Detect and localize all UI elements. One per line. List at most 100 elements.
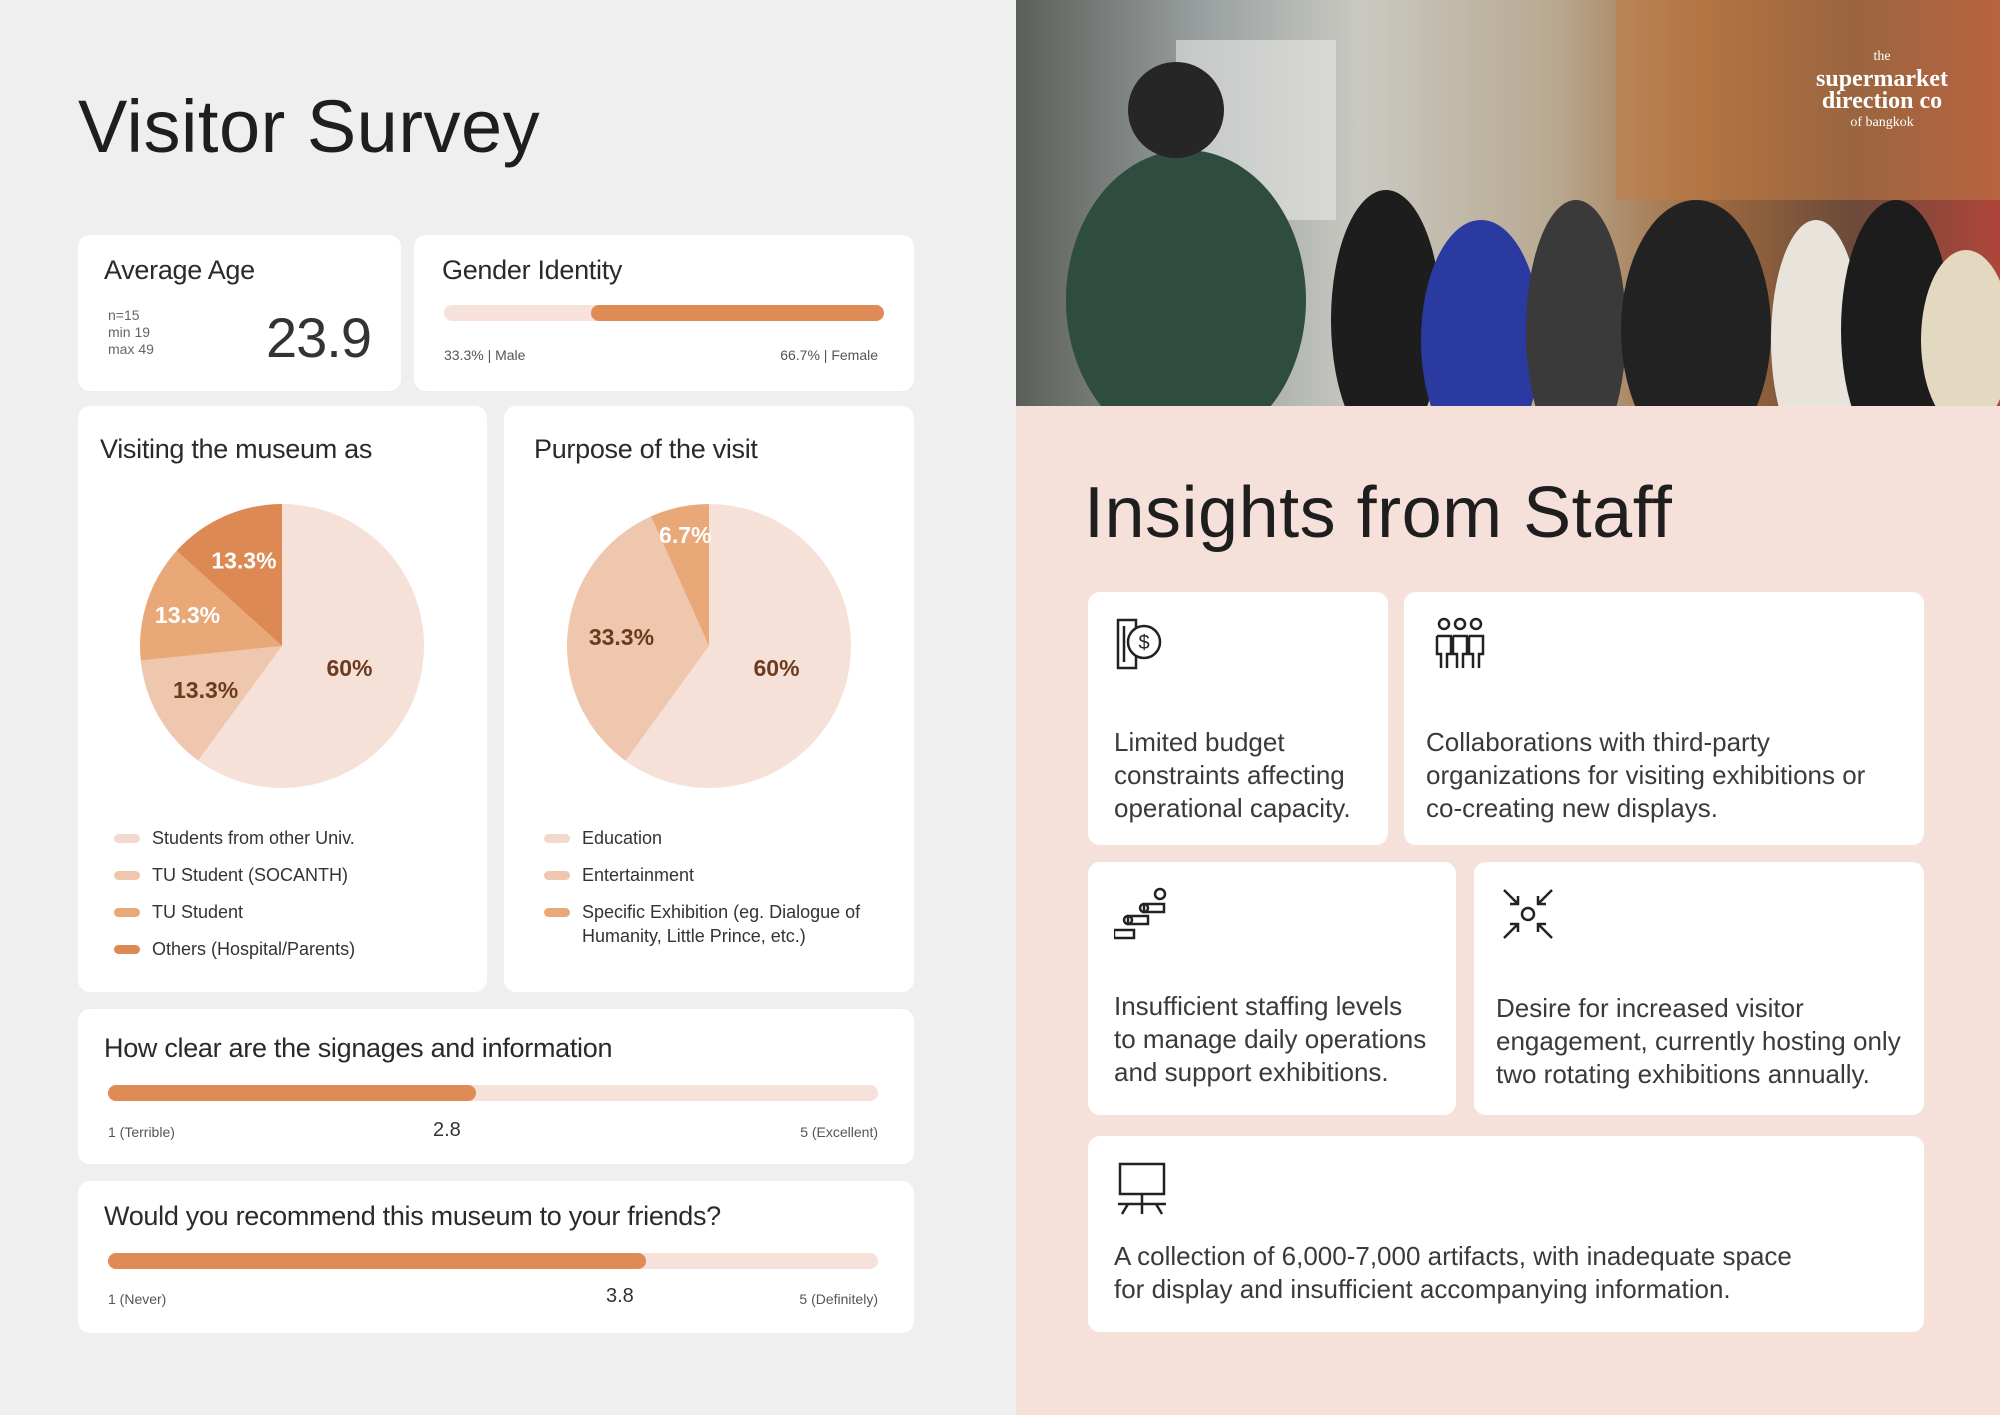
insight-line: A collection of 6,000-7,000 artifacts, w… <box>1114 1241 1792 1271</box>
watermark-line-4: of bangkok <box>1850 115 1914 130</box>
legend-swatch <box>544 871 570 880</box>
insight-card-collaborations: Collaborations with third-party organiza… <box>1404 592 1924 845</box>
visiting-as-card: Visiting the museum as 60% 13.3% 13.3% 13.3… <box>78 406 487 992</box>
photo-tote-bag <box>1921 250 2000 406</box>
photo-person-head <box>1128 62 1224 158</box>
insight-line: to manage daily operations <box>1114 1024 1427 1054</box>
legend-swatch <box>114 871 140 880</box>
watermark-line-3: direction co <box>1821 88 1943 114</box>
age-n: n=15 <box>108 307 140 323</box>
insight-line: organizations for visiting exhibitions o… <box>1426 760 1866 790</box>
photo-scene <box>1066 0 2000 406</box>
converge-arrows-icon <box>1503 889 1553 939</box>
age-min: min 19 <box>108 324 151 340</box>
legend-swatch <box>114 834 140 843</box>
watermark-line-1: the <box>1873 49 1891 64</box>
watermark-line-2: supermarket <box>1816 66 1948 92</box>
gender-female-label: 66.7% | Female <box>780 347 878 363</box>
legend-label: Specific Exhibition (eg. Dialogue of Hum… <box>582 902 861 946</box>
insight-card-staffing: Insufficient staffing levels to manage d… <box>1088 862 1456 1115</box>
insight-line: engagement, currently hosting only <box>1496 1026 1901 1056</box>
photo-person-black <box>1621 200 1771 406</box>
insight-card-collection: A collection of 6,000-7,000 artifacts, w… <box>1088 1136 1924 1332</box>
insight-card-budget: $ Limited budget constraints affecting o… <box>1088 592 1388 845</box>
gender-bar-female <box>590 305 884 321</box>
recommend-title: Would you recommend this museum to your … <box>104 1201 721 1231</box>
insight-text-collection: A collection of 6,000-7,000 artifacts, w… <box>1114 1240 1792 1306</box>
people-collaboration-icon <box>1435 617 1485 668</box>
visiting-as-pie-chart: 60% 13.3% 13.3% 13.3% <box>140 504 425 788</box>
legend-label: Education <box>582 828 663 848</box>
visiting-as-title: Visiting the museum as <box>100 434 373 464</box>
average-age-label: Average Age <box>104 255 255 285</box>
pie-slice <box>625 504 852 788</box>
legend-label: TU Student (SOCANTH) <box>152 865 349 885</box>
photo-person-white <box>1771 220 1861 406</box>
photo-watermark: the supermarket direction co of bangkok <box>1816 46 1948 134</box>
signage-max-label: 5 (Excellent) <box>800 1124 878 1140</box>
legend-swatch <box>544 834 570 843</box>
legend-item: Specific Exhibition (eg. Dialogue of Hum… <box>544 900 884 948</box>
legend-label: TU Student <box>152 902 244 922</box>
legend-item: Entertainment <box>544 863 884 887</box>
pie-slice-label: 33.3% <box>589 624 654 650</box>
pie-slice <box>140 646 282 761</box>
legend-label: Students from other Univ. <box>152 828 355 848</box>
legend-label: Others (Hospital/Parents) <box>152 939 356 959</box>
photo-person-3 <box>1526 200 1626 406</box>
signage-clarity-card: How clear are the signages and informati… <box>78 1009 914 1164</box>
gender-male-label: 33.3% | Male <box>444 347 526 363</box>
legend-item: Students from other Univ. <box>114 826 474 850</box>
pie-slice <box>567 516 709 761</box>
budget-icon: $ <box>1116 618 1162 670</box>
signage-min-label: 1 (Terrible) <box>108 1124 175 1140</box>
insight-line: Desire for increased visitor <box>1496 993 1804 1023</box>
gender-identity-label: Gender Identity <box>442 255 623 285</box>
insight-line: co-creating new displays. <box>1426 793 1718 823</box>
insight-text-collaborations: Collaborations with third-party organiza… <box>1426 726 1865 825</box>
signage-title: How clear are the signages and informati… <box>104 1033 613 1063</box>
visiting-as-legend: Students from other Univ. TU Student (SOC… <box>114 826 474 974</box>
legend-swatch <box>114 945 140 954</box>
recommend-bar-track <box>108 1253 878 1269</box>
recommend-bar-fill <box>108 1253 646 1269</box>
photo-wall-art <box>1616 0 2000 200</box>
purpose-pie-chart: 60% 33.3% 6.7% <box>567 504 852 788</box>
pie-slice <box>140 550 282 661</box>
photo-person-blue <box>1421 220 1541 406</box>
purpose-title: Purpose of the visit <box>534 434 758 464</box>
insight-line: Insufficient staffing levels <box>1114 991 1403 1021</box>
pie-slice-label: 60% <box>754 655 800 681</box>
legend-swatch <box>114 908 140 917</box>
signage-score: 2.8 <box>433 1119 461 1141</box>
insight-text-staffing: Insufficient staffing levels to manage d… <box>1114 990 1426 1089</box>
recommend-min-label: 1 (Never) <box>108 1291 167 1307</box>
pie-slice-label: 13.3% <box>155 602 220 628</box>
insight-text-engagement: Desire for increased visitor engagement,… <box>1496 992 1901 1091</box>
signage-bar-track <box>108 1085 878 1101</box>
insight-line: for display and insufficient accompanyin… <box>1114 1274 1731 1304</box>
insight-line: and support exhibitions. <box>1114 1057 1389 1087</box>
insight-line: constraints affecting <box>1114 760 1345 790</box>
page-title: Visitor Survey <box>78 85 541 168</box>
insight-line: two rotating exhibitions annually. <box>1496 1059 1870 1089</box>
photo-person-green <box>1066 150 1306 406</box>
legend-item: Others (Hospital/Parents) <box>114 937 474 961</box>
insights-panel: the supermarket direction co of bangkok … <box>1016 0 2000 1415</box>
recommend-max-label: 5 (Definitely) <box>799 1291 878 1307</box>
pie-slice-label: 60% <box>326 655 372 681</box>
pie-slice-label: 13.3% <box>211 547 276 573</box>
visitor-survey-panel: Visitor Survey Average Age n=15 min 19 m… <box>0 0 1016 1415</box>
insights-title: Insights from Staff <box>1084 473 1673 553</box>
photo-person-2 <box>1331 190 1441 406</box>
insight-line: operational capacity. <box>1114 793 1351 823</box>
pie-slice <box>650 504 709 646</box>
insight-line: Limited budget <box>1114 727 1285 757</box>
signage-bar-fill <box>108 1085 476 1101</box>
age-stats: n=15 min 19 max 49 <box>108 307 154 358</box>
recommend-score: 3.8 <box>606 1285 634 1307</box>
gender-bar-track <box>444 305 884 321</box>
gender-identity-card: Gender Identity 33.3% | Male 66.7% | Fem… <box>414 235 914 391</box>
average-age-card: Average Age n=15 min 19 max 49 23.9 <box>78 235 401 391</box>
